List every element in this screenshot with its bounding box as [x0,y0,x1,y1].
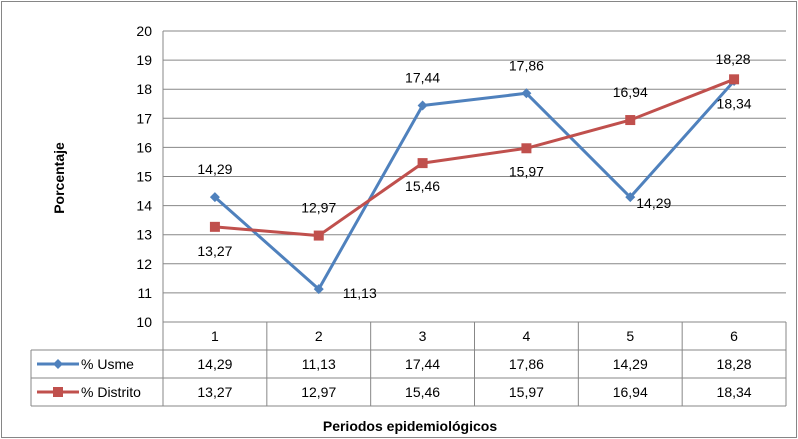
data-labels: 14,29 11,13 17,44 17,86 14,29 18,28 13,27 12,97… [197,51,751,301]
gridlines [162,30,786,323]
y-tick-label: 11 [137,285,152,301]
series-lines [209,74,740,295]
y-tick-label: 19 [136,52,152,68]
data-point [417,100,428,111]
data-label: 15,97 [509,163,544,179]
y-tick-label: 12 [136,256,152,272]
data-point [521,143,532,154]
x-tick-label: 5 [626,328,634,344]
data-point [209,192,220,203]
data-point [313,230,324,241]
x-tick-label: 2 [315,328,323,344]
table-cell: 15,97 [509,384,544,400]
table-cell: 17,86 [509,356,544,372]
data-label: 12,97 [301,200,336,216]
table-cell: 11,13 [302,356,336,372]
series-line [213,80,736,291]
data-point [521,88,532,99]
data-label: 11,13 [343,285,377,301]
table-cell: 12,97 [301,384,336,400]
y-tick-label: 15 [136,169,152,185]
legend-entry: % Usme [81,356,134,372]
x-axis-title: Periodos epidemiológicos [323,418,497,434]
x-tick-label: 3 [419,328,427,344]
data-label: 17,86 [509,57,544,73]
y-axis-ticks: 10 11 12 13 14 15 16 17 18 19 20 [136,23,152,330]
data-label: 18,34 [717,95,752,111]
data-label: 18,28 [716,51,751,67]
legend-entry: % Distrito [81,384,141,400]
data-label: 16,94 [613,84,648,100]
table-cell: 14,29 [197,356,232,372]
table-cell: 13,27 [197,384,232,400]
table-cell: 14,29 [613,356,648,372]
legend-key-marker [53,359,63,369]
data-point [417,158,428,169]
data-point [209,221,220,232]
table-cell: 18,28 [717,356,752,372]
y-tick-label: 10 [136,314,152,330]
data-point [313,284,324,295]
y-tick-label: 17 [136,110,152,126]
series-line [214,77,735,238]
data-label: 13,27 [197,243,232,259]
table-cell: 17,44 [405,356,440,372]
x-tick-label: 1 [211,328,219,344]
data-label: 15,46 [405,178,440,194]
y-axis-title: Porcentaje [51,142,67,214]
y-tick-label: 13 [136,227,152,243]
legend-key-marker [53,387,63,397]
data-point [625,115,636,126]
data-point [625,192,636,203]
y-tick-label: 20 [136,23,152,39]
x-tick-label: 4 [523,328,531,344]
x-tick-label: 6 [730,328,738,344]
table-cell: 18,34 [717,384,752,400]
data-point [729,74,740,85]
y-tick-label: 16 [136,139,152,155]
data-label: 14,29 [197,161,232,177]
y-tick-label: 18 [136,81,152,97]
data-label: 14,29 [636,195,671,211]
table-cell: 16,94 [613,384,648,400]
y-tick-label: 14 [136,198,152,214]
data-table: 1 2 3 4 5 6 % Usme 14,29 11,13 17,44 17,86 14,29 18,… [30,321,787,407]
table-cell: 15,46 [405,384,440,400]
data-label: 17,44 [405,69,440,85]
